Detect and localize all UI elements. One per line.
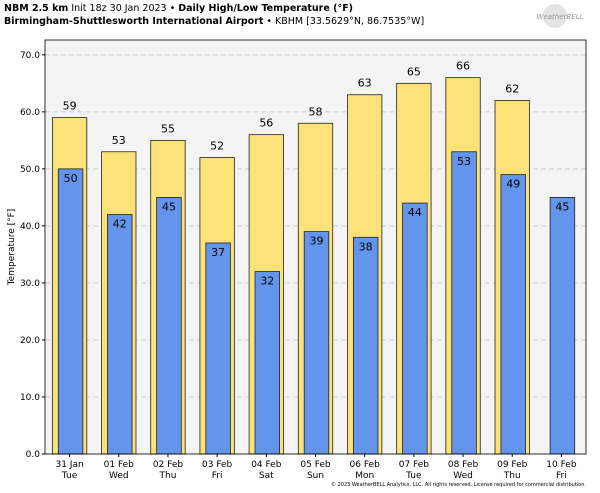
value-label: 66 bbox=[456, 60, 470, 73]
y-tick-label: 50.0 bbox=[20, 165, 40, 175]
low-bar bbox=[402, 202, 428, 455]
y-axis-label: Temperature [°F] bbox=[7, 209, 17, 287]
value-label: 42 bbox=[113, 217, 127, 230]
x-tick-label: 31 Jan bbox=[55, 460, 83, 470]
subtitle-part: Birmingham-Shuttlesworth International A… bbox=[4, 16, 264, 27]
logo-mark bbox=[543, 4, 567, 28]
x-tick-label: 10 Feb bbox=[546, 460, 577, 470]
logo: WeatherBELL bbox=[537, 13, 584, 21]
x-tick-label: Sat bbox=[259, 471, 274, 481]
value-label: 50 bbox=[64, 172, 78, 185]
x-tick-label: 03 Feb bbox=[202, 460, 233, 470]
x-tick-label: Fri bbox=[556, 471, 567, 481]
value-label: 44 bbox=[408, 206, 422, 219]
y-tick-label: 60.0 bbox=[20, 108, 40, 118]
value-label: 56 bbox=[259, 117, 273, 130]
y-tick-label: 0.0 bbox=[26, 450, 41, 460]
value-label: 58 bbox=[309, 105, 323, 118]
y-tick-label: 20.0 bbox=[20, 336, 40, 346]
low-bar bbox=[107, 214, 133, 455]
low-bar bbox=[205, 242, 231, 455]
x-tick-label: 07 Feb bbox=[399, 460, 430, 470]
value-label: 63 bbox=[358, 77, 372, 90]
y-tick-label: 10.0 bbox=[20, 393, 40, 403]
y-tick-label: 70.0 bbox=[20, 51, 40, 61]
value-label: 37 bbox=[211, 246, 225, 259]
x-tick-label: Tue bbox=[405, 471, 422, 481]
value-label: 55 bbox=[161, 122, 175, 135]
value-label: 45 bbox=[162, 200, 176, 213]
plot-frame bbox=[44, 39, 587, 455]
value-label: 65 bbox=[407, 65, 421, 78]
value-label: 59 bbox=[63, 100, 77, 113]
x-tick-label: Fri bbox=[212, 471, 223, 481]
value-label: 53 bbox=[112, 134, 126, 147]
low-bar bbox=[451, 151, 477, 455]
title-part: Init 18z 30 Jan 2023 • bbox=[71, 3, 175, 14]
x-tick-label: Wed bbox=[109, 471, 129, 481]
value-label: 39 bbox=[310, 235, 324, 248]
x-tick-label: Mon bbox=[355, 471, 374, 481]
x-tick-label: Wed bbox=[453, 471, 473, 481]
x-tick-label: 08 Feb bbox=[448, 460, 479, 470]
value-label: 62 bbox=[505, 82, 519, 95]
low-bar bbox=[254, 271, 281, 455]
x-tick-label: 09 Feb bbox=[497, 460, 528, 470]
x-tick-label: Tue bbox=[61, 471, 78, 481]
low-bar bbox=[57, 168, 84, 455]
chart-title: NBM 2.5 km Init 18z 30 Jan 2023 • Daily … bbox=[4, 3, 353, 14]
x-tick-label: 02 Feb bbox=[153, 460, 184, 470]
x-tick-label: Thu bbox=[159, 471, 177, 481]
x-tick-label: Thu bbox=[503, 471, 521, 481]
footer: © 2023 WeatherBELL Analytics, LLC. All r… bbox=[331, 481, 586, 488]
x-tick-label: 05 Feb bbox=[300, 460, 331, 470]
value-label: 38 bbox=[359, 240, 373, 253]
low-bar bbox=[352, 236, 379, 455]
x-tick-label: 04 Feb bbox=[251, 460, 282, 470]
x-tick-label: Sun bbox=[307, 471, 324, 481]
value-label: 32 bbox=[260, 275, 274, 288]
low-bar bbox=[549, 196, 576, 455]
title-part: NBM 2.5 km bbox=[4, 3, 68, 14]
subtitle-part: • KBHM [33.5629°N, 86.7535°W] bbox=[266, 16, 424, 27]
value-label: 53 bbox=[457, 155, 471, 168]
y-tick-label: 40.0 bbox=[20, 222, 40, 232]
x-tick-label: 06 Feb bbox=[350, 460, 381, 470]
y-tick-label: 30.0 bbox=[20, 279, 40, 289]
value-label: 52 bbox=[210, 139, 224, 152]
title-part: Daily High/Low Temperature (°F) bbox=[178, 3, 353, 14]
value-label: 49 bbox=[506, 178, 520, 191]
low-bar bbox=[303, 231, 330, 455]
low-bar bbox=[156, 196, 182, 455]
low-bar bbox=[500, 174, 526, 455]
x-tick-label: 01 Feb bbox=[104, 460, 135, 470]
value-label: 45 bbox=[555, 200, 569, 213]
chart-subtitle: Birmingham-Shuttlesworth International A… bbox=[4, 16, 424, 27]
